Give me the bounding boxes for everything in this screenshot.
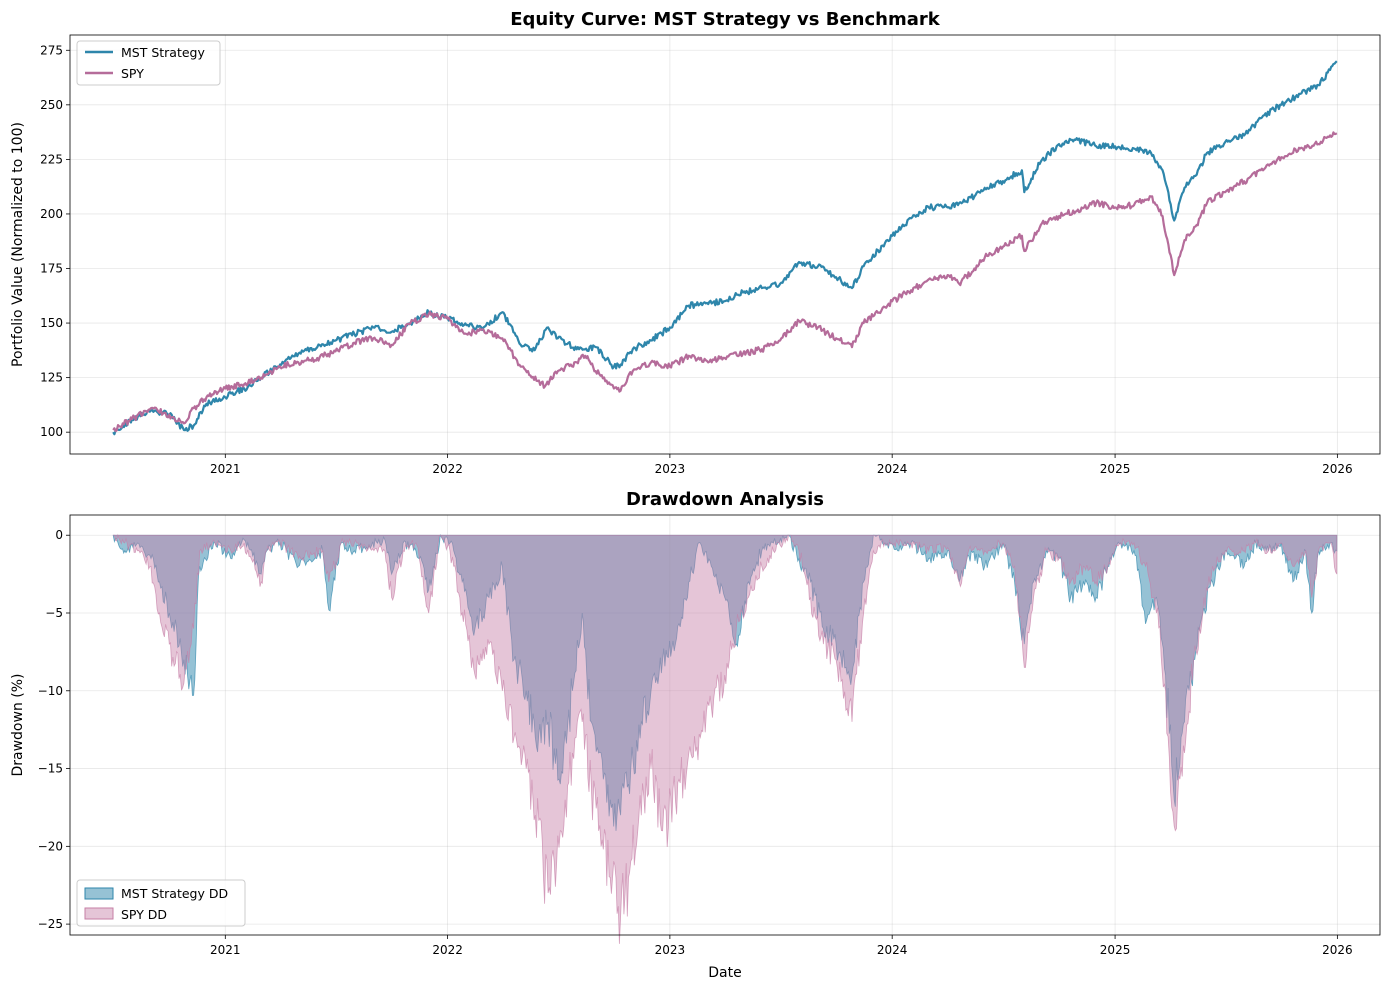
equity-y-tick-label: 150 — [40, 316, 63, 330]
drawdown-legend: MST Strategy DD SPY DD — [76, 879, 246, 927]
drawdown-x-tick-label: 2021 — [210, 943, 241, 957]
equity-x-tick-label: 2022 — [432, 462, 463, 476]
drawdown-series — [112, 533, 1338, 944]
drawdown-y-tick-label: −5 — [45, 606, 63, 620]
equity-x-tick-label: 2021 — [210, 462, 241, 476]
equity-x-tick-label: 2026 — [1322, 462, 1353, 476]
legend-swatch-mst-strategy-dd — [84, 887, 114, 900]
series-line-mst-strategy — [112, 60, 1338, 436]
equity-y-axis-label: Portfolio Value (Normalized to 100) — [10, 122, 26, 367]
equity-y-tick-label: 125 — [40, 371, 63, 385]
legend-swatch-spy-dd — [84, 907, 114, 920]
series-line-spy — [112, 131, 1338, 433]
drawdown-x-axis-label: Date — [708, 965, 741, 981]
equity-y-tick-label: 200 — [40, 207, 63, 221]
drawdown-chart-title: Drawdown Analysis — [626, 489, 824, 510]
equity-y-tick-label: 225 — [40, 152, 63, 166]
drawdown-y-tick-label: −15 — [38, 762, 63, 776]
equity-x-tick-label: 2025 — [1100, 462, 1131, 476]
drawdown-plot-frame — [69, 514, 1381, 936]
drawdown-x-tick-label: 2026 — [1322, 943, 1353, 957]
legend-label-spy: SPY — [121, 66, 144, 81]
equity-chart-title: Equity Curve: MST Strategy vs Benchmark — [510, 9, 941, 30]
legend-label-mst-strategy: MST Strategy — [121, 45, 205, 60]
equity-legend: MST Strategy SPY — [76, 40, 221, 86]
series-area-mst-strategy-dd — [112, 533, 1338, 831]
equity-curve-panel: Equity Curve: MST Strategy vs Benchmark … — [10, 9, 1381, 476]
equity-x-tick-label: 2023 — [655, 462, 686, 476]
equity-ticks: 2021 2022 2023 2024 2025 2026 100 125 150 175 200 2… — [40, 43, 1353, 476]
equity-grid — [70, 35, 1380, 454]
equity-plot-frame — [69, 34, 1381, 455]
equity-y-tick-label: 275 — [40, 43, 63, 57]
drawdown-panel: Drawdown Analysis Drawdown (%) Date 2021… — [10, 489, 1381, 981]
equity-y-tick-label: 250 — [40, 98, 63, 112]
drawdown-x-tick-label: 2022 — [432, 943, 463, 957]
equity-x-tick-label: 2024 — [877, 462, 908, 476]
drawdown-x-tick-label: 2023 — [655, 943, 686, 957]
equity-series — [112, 60, 1338, 436]
legend-label-spy-dd: SPY DD — [121, 907, 167, 922]
drawdown-ticks: 2021 2022 2023 2024 2025 2026 0 −5 −10 −15 −20 −25 — [38, 528, 1353, 957]
drawdown-legend-box — [76, 879, 246, 927]
drawdown-y-tick-label: −10 — [38, 684, 63, 698]
drawdown-y-axis-label: Drawdown (%) — [10, 673, 26, 776]
equity-y-tick-label: 175 — [40, 262, 63, 276]
series-area-spy-dd — [112, 533, 1338, 944]
drawdown-x-tick-label: 2025 — [1100, 943, 1131, 957]
drawdown-y-tick-label: −25 — [38, 917, 63, 931]
equity-y-tick-label: 100 — [40, 425, 63, 439]
drawdown-y-tick-label: 0 — [55, 528, 63, 542]
drawdown-y-tick-label: −20 — [38, 839, 63, 853]
legend-label-mst-strategy-dd: MST Strategy DD — [121, 886, 228, 901]
drawdown-x-tick-label: 2024 — [877, 943, 908, 957]
